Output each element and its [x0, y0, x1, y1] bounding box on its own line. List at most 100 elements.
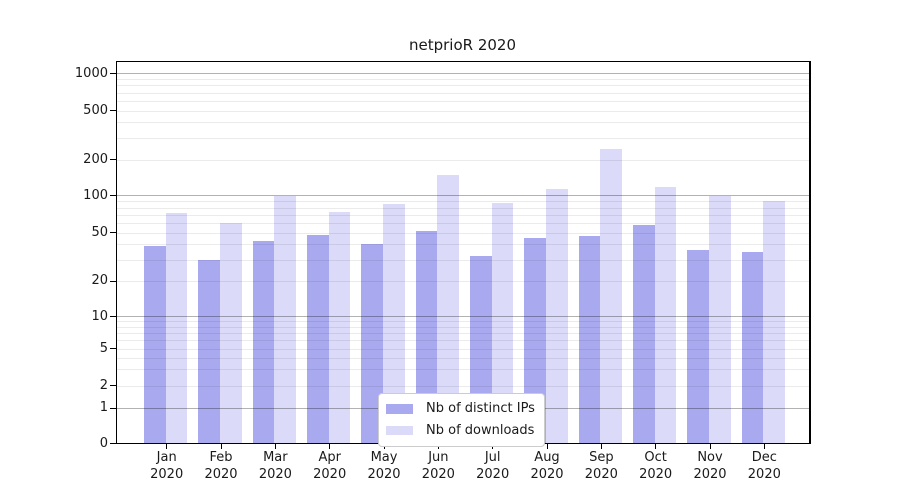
- legend-label-downloads: Nb of downloads: [426, 422, 535, 438]
- x-tick-mark-Nov: [709, 444, 711, 449]
- y-tick-mark-2: [110, 385, 116, 387]
- y-tick-label-0: 0: [99, 435, 108, 451]
- bar-downloads-Jan: [165, 213, 188, 444]
- x-tick-label-Oct: Oct 2020: [639, 450, 673, 482]
- bar-distinct-ips-Feb: [198, 259, 221, 444]
- bar-distinct-ips-Dec: [741, 251, 764, 444]
- x-tick-label-Sep: Sep 2020: [584, 450, 618, 482]
- gridline-minor-900: [115, 79, 811, 81]
- x-tick-label-Apr: Apr 2020: [313, 450, 347, 482]
- bar-distinct-ips-Nov: [687, 250, 709, 444]
- bar-downloads-Dec: [763, 201, 786, 444]
- y-tick-label-10: 10: [91, 308, 108, 324]
- gridline-major-1000: [115, 73, 811, 75]
- gridline-minor-300: [115, 137, 811, 139]
- y-tick-mark-0: [110, 443, 116, 445]
- y-tick-label-50: 50: [91, 224, 108, 240]
- y-tick-mark-1000: [110, 73, 116, 75]
- legend-swatch-distinct-ips: [386, 404, 413, 414]
- axis-spine-left: [115, 60, 117, 444]
- gridline-minor-50: [115, 232, 811, 234]
- legend-entry-downloads: Nb of downloads: [386, 420, 535, 442]
- x-tick-label-May: May 2020: [367, 450, 401, 482]
- bar-downloads-Jun: [437, 174, 460, 444]
- bar-distinct-ips-Apr: [306, 234, 329, 444]
- y-tick-mark-50: [110, 232, 116, 234]
- plot-area: [115, 60, 811, 444]
- x-tick-mark-Apr: [329, 444, 331, 449]
- x-tick-label-Dec: Dec 2020: [747, 450, 781, 482]
- chart-title: netprioR 2020: [408, 36, 516, 54]
- y-tick-mark-1: [110, 407, 116, 410]
- bar-distinct-ips-May: [361, 244, 384, 444]
- x-tick-mark-Dec: [763, 444, 766, 449]
- y-tick-label-1: 1: [99, 400, 108, 416]
- x-tick-label-Jun: Jun 2020: [421, 450, 455, 482]
- bar-downloads-Sep: [600, 149, 623, 444]
- gridline-minor-500: [115, 110, 811, 112]
- gridline-minor-200: [115, 159, 811, 161]
- x-tick-mark-Aug: [546, 444, 548, 449]
- gridline-minor-70: [115, 214, 811, 216]
- y-tick-mark-5: [110, 348, 116, 350]
- y-tick-label-2: 2: [99, 377, 108, 393]
- legend: Nb of distinct IPs Nb of downloads: [378, 393, 545, 447]
- bar-downloads-Apr: [328, 212, 351, 444]
- y-tick-mark-10: [110, 316, 116, 318]
- gridline-minor-9: [115, 321, 811, 323]
- axis-spine-top: [115, 60, 811, 62]
- x-tick-label-Jul: Jul 2020: [476, 450, 510, 482]
- bar-downloads-Oct: [654, 186, 677, 444]
- gridline-minor-600: [115, 100, 811, 102]
- legend-label-distinct-ips: Nb of distinct IPs: [426, 401, 535, 417]
- y-tick-label-1000: 1000: [74, 65, 108, 81]
- legend-swatch-downloads: [386, 425, 413, 435]
- x-tick-mark-Oct: [655, 444, 657, 449]
- gridline-minor-7: [115, 332, 811, 334]
- y-tick-label-20: 20: [91, 273, 108, 288]
- gridline-minor-20: [115, 281, 811, 282]
- bar-distinct-ips-Sep: [578, 235, 601, 444]
- x-tick-mark-Mar: [274, 444, 277, 449]
- gridline-minor-2: [115, 385, 811, 387]
- y-tick-label-500: 500: [83, 102, 108, 118]
- bar-downloads-Aug: [546, 188, 568, 444]
- x-tick-mark-Jan: [166, 444, 168, 449]
- gridline-major-100: [115, 195, 811, 197]
- gridline-minor-60: [115, 222, 811, 224]
- axis-spine-right: [809, 60, 811, 444]
- bar-distinct-ips-Aug: [524, 238, 546, 444]
- x-tick-label-Nov: Nov 2020: [693, 450, 727, 482]
- gridline-minor-700: [115, 92, 811, 94]
- x-tick-label-Jan: Jan 2020: [150, 450, 184, 482]
- gridline-minor-3: [115, 369, 811, 371]
- x-tick-label-Mar: Mar 2020: [258, 450, 292, 482]
- y-tick-label-100: 100: [83, 187, 108, 203]
- gridline-minor-4: [115, 357, 811, 359]
- gridline-minor-80: [115, 207, 811, 209]
- gridline-minor-400: [115, 122, 811, 124]
- y-tick-mark-20: [110, 280, 116, 282]
- gridline-minor-5: [115, 348, 811, 350]
- gridline-minor-40: [115, 244, 811, 246]
- x-tick-label-Feb: Feb 2020: [204, 450, 238, 482]
- gridline-major-10: [115, 316, 811, 318]
- gridline-minor-8: [115, 326, 811, 328]
- bar-downloads-May: [383, 203, 405, 444]
- bar-distinct-ips-Mar: [252, 240, 275, 444]
- y-tick-mark-100: [110, 195, 116, 197]
- bar-downloads-Jul: [491, 203, 514, 444]
- bar-downloads-Feb: [220, 222, 242, 444]
- legend-entry-distinct-ips: Nb of distinct IPs: [386, 398, 535, 420]
- bar-downloads-Nov: [709, 195, 731, 444]
- bar-downloads-Mar: [274, 195, 297, 444]
- bar-distinct-ips-Jan: [143, 245, 166, 444]
- bar-distinct-ips-Jun: [415, 230, 438, 444]
- x-tick-mark-Sep: [600, 444, 603, 449]
- gridline-minor-90: [115, 201, 811, 203]
- gridline-minor-30: [115, 259, 811, 261]
- gridline-minor-800: [115, 85, 811, 87]
- gridline-minor-6: [115, 340, 811, 342]
- y-tick-mark-200: [110, 159, 116, 161]
